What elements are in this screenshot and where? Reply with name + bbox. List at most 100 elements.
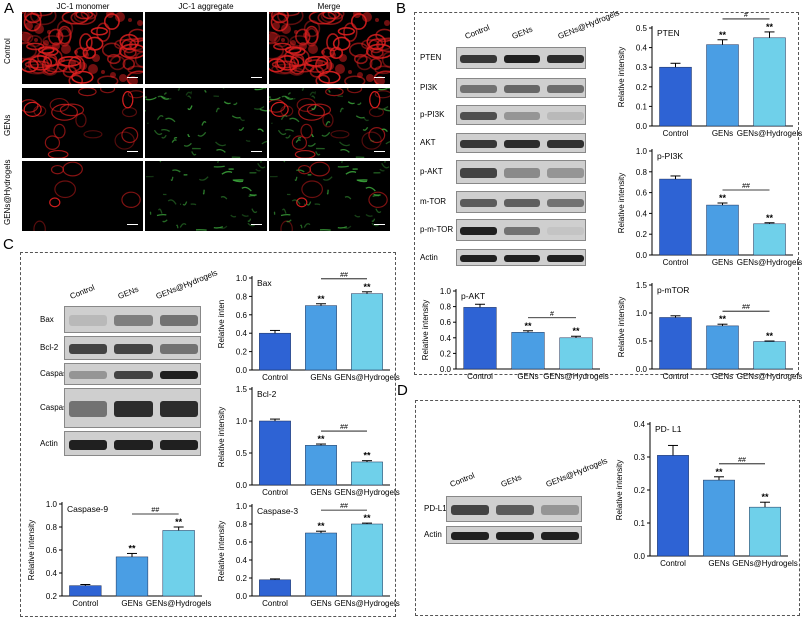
protein-band xyxy=(503,112,541,120)
protein-band xyxy=(68,344,107,354)
scale-bar xyxy=(374,151,385,152)
y-tick-label: 0.8 xyxy=(236,292,248,301)
y-tick-label: 1.0 xyxy=(440,287,452,296)
category-label: Control xyxy=(467,372,493,381)
y-tick-label: 0.6 xyxy=(440,318,452,327)
category-label: GENs@Hydrogels xyxy=(334,488,399,497)
blot-label-2: Actin xyxy=(424,530,442,539)
bar xyxy=(753,223,786,256)
category-label: GENs@Hydrogels xyxy=(737,129,802,138)
bar xyxy=(351,293,383,371)
row-label-gens: GENs xyxy=(3,114,12,136)
micrograph-r1-c1 xyxy=(22,12,143,84)
y-tick-label: 0.1 xyxy=(634,519,646,528)
y-tick-label: 0.0 xyxy=(636,365,648,374)
protein-band xyxy=(547,54,584,64)
protein-band xyxy=(503,168,541,178)
chart-title: Caspase-3 xyxy=(257,506,298,516)
significance-stars: ** xyxy=(363,282,371,292)
y-tick-label: 0.5 xyxy=(236,449,248,458)
bar-chart-pdl1: 0.0 0.1 0.2 0.3 0.4 Relative intensity PD- L1 C… xyxy=(615,420,798,568)
bar xyxy=(259,579,291,597)
bar xyxy=(659,178,692,256)
protein-band xyxy=(503,140,541,148)
category-label: GENs@Hydrogels xyxy=(737,372,802,381)
y-tick-label: 0.2 xyxy=(636,83,648,92)
category-label: GENs xyxy=(310,488,331,497)
scale-bar xyxy=(251,224,262,225)
category-label: GENs xyxy=(121,599,142,608)
col-header-aggregate: JC-1 aggregate xyxy=(178,2,234,11)
y-tick-label: 0.3 xyxy=(636,63,648,72)
protein-band xyxy=(547,140,584,148)
bar xyxy=(305,305,337,371)
scale-bar xyxy=(374,77,385,78)
blot-strip-5 xyxy=(456,160,586,184)
chart-title: Bcl-2 xyxy=(257,389,277,399)
blot-label-2: Bcl-2 xyxy=(40,343,59,352)
protein-band xyxy=(460,112,497,120)
y-tick-label: 1.0 xyxy=(236,274,248,283)
chart-title: Bax xyxy=(257,278,272,288)
category-label: GENs xyxy=(708,559,729,568)
panel-b-letter: B xyxy=(396,0,407,17)
y-tick-label: 0.4 xyxy=(634,420,646,429)
category-label: Control xyxy=(663,258,689,267)
scale-bar xyxy=(374,224,385,225)
protein-band xyxy=(547,112,584,120)
y-tick-label: 0.2 xyxy=(636,230,648,239)
panel-a-letter: A xyxy=(4,0,15,17)
y-tick-label: 1.5 xyxy=(236,385,248,394)
scale-bar xyxy=(127,224,138,225)
category-label: GENs@Hydrogels xyxy=(334,599,399,608)
blot-label-5: Actin xyxy=(40,438,58,448)
y-axis-label: Relative intensity xyxy=(27,520,36,580)
significance-stars: ** xyxy=(317,434,325,444)
bar-chart-ppi3k: 0.0 0.2 0.4 0.6 0.8 1.0 Relative intensity p-PI… xyxy=(617,147,802,267)
protein-band xyxy=(503,54,541,64)
significance-hash: ## xyxy=(340,503,348,510)
category-label: GENs@Hydrogels xyxy=(732,559,797,568)
protein-band xyxy=(159,370,199,380)
blot-label-1: PD-L1 xyxy=(424,504,447,513)
y-tick-label: 1.0 xyxy=(236,417,248,426)
significance-hash: ## xyxy=(340,272,348,279)
protein-band xyxy=(114,370,153,380)
y-tick-label: 0.6 xyxy=(236,538,248,547)
bar xyxy=(706,204,739,256)
blot-strip-3 xyxy=(64,363,201,385)
bar-chart-casp3: 0.0 0.2 0.4 0.6 0.8 1.0 Relative intensity Casp… xyxy=(217,502,400,608)
y-tick-label: 0.0 xyxy=(636,251,648,260)
category-label: Control xyxy=(262,488,288,497)
protein-band xyxy=(460,255,497,262)
bar xyxy=(559,337,593,370)
bar xyxy=(659,317,692,370)
micrograph-r2-c3 xyxy=(269,88,390,158)
significance-stars: ** xyxy=(363,513,371,523)
y-tick-label: 1.5 xyxy=(636,281,648,290)
significance-stars: ** xyxy=(363,451,371,461)
blot-strip-6 xyxy=(456,191,586,213)
protein-band xyxy=(460,226,497,236)
scale-bar xyxy=(127,151,138,152)
significance-stars: ** xyxy=(719,30,727,40)
y-tick-label: 0.2 xyxy=(236,574,248,583)
y-tick-label: 0.4 xyxy=(46,569,58,578)
y-axis-label: Relative intensity xyxy=(615,460,624,520)
blot-strip-2 xyxy=(446,526,582,544)
y-tick-label: 0.2 xyxy=(440,349,452,358)
category-label: GENs xyxy=(517,372,538,381)
blot-strip-3 xyxy=(456,105,586,125)
panel-b-box xyxy=(414,12,799,375)
y-tick-label: 0.3 xyxy=(634,453,646,462)
chart-title: Caspase-9 xyxy=(67,504,108,514)
chart-title: p-AKT xyxy=(461,291,485,301)
protein-band xyxy=(114,439,153,450)
protein-band xyxy=(68,401,107,417)
micrograph-r1-c2 xyxy=(145,12,267,84)
category-label: GENs@Hydrogels xyxy=(543,372,608,381)
significance-stars: ** xyxy=(715,467,723,477)
blot-label-4: AKT xyxy=(420,138,436,147)
y-axis-label: Relative intensity xyxy=(617,297,626,357)
